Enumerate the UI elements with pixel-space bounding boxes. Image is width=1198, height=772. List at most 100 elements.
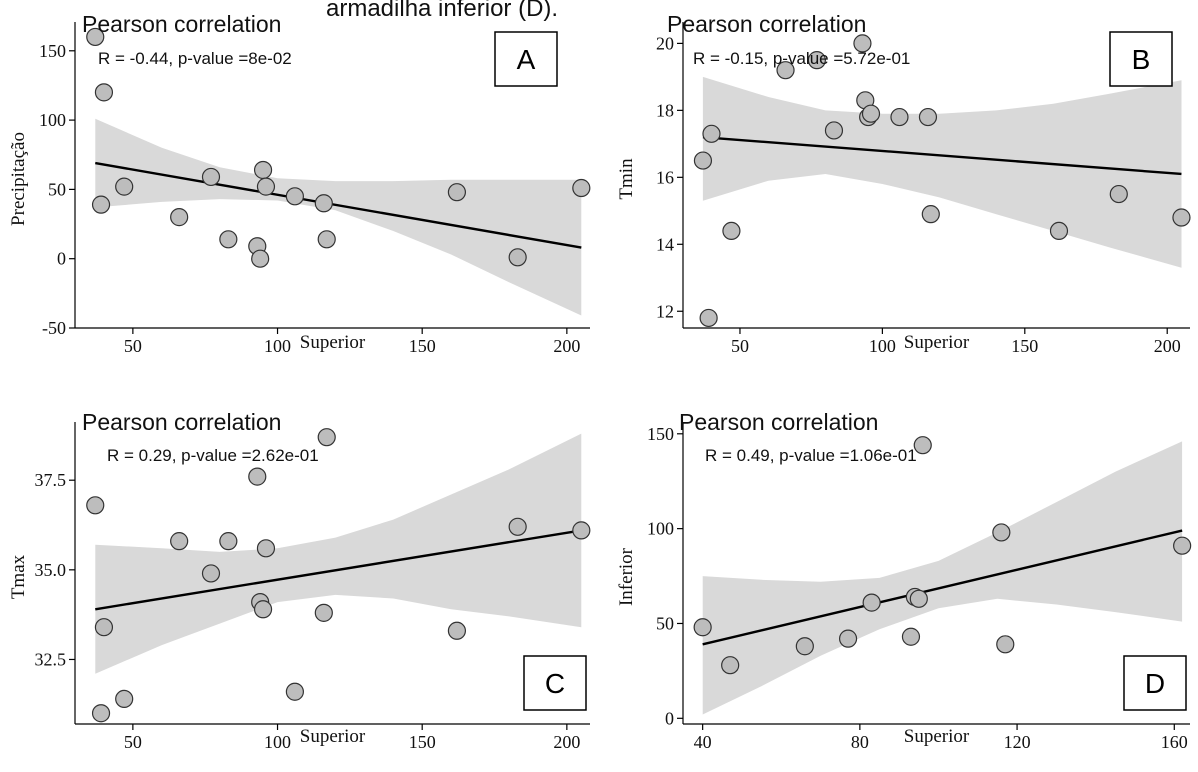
- x-axis-label: Superior: [300, 332, 366, 353]
- data-point: [913, 436, 932, 455]
- data-point: [693, 151, 713, 170]
- data-point: [86, 496, 105, 515]
- x-tick-label: 200: [553, 732, 580, 752]
- data-point: [508, 248, 527, 267]
- confidence-band: [95, 433, 582, 674]
- data-point: [909, 589, 928, 608]
- data-point: [1173, 536, 1192, 555]
- panels-group: 50 100 150 200 -50 0 50 100 150 Superior Precipita…: [8, 11, 1192, 752]
- x-tick-label: 50: [731, 336, 749, 356]
- y-tick-label: 37.5: [35, 470, 67, 490]
- y-tick-label: 50: [656, 613, 674, 633]
- x-tick-label: 100: [869, 336, 896, 356]
- x-tick-label: 100: [264, 732, 291, 752]
- data-point: [693, 618, 712, 637]
- data-point: [776, 61, 795, 80]
- confidence-band: [95, 118, 582, 316]
- data-point: [918, 107, 938, 127]
- y-tick-label: 150: [647, 424, 674, 444]
- data-point: [314, 194, 333, 213]
- x-tick-label: 40: [694, 732, 712, 752]
- data-point: [824, 121, 844, 140]
- data-point: [94, 83, 114, 102]
- data-point: [572, 521, 591, 540]
- y-axis-label: Precipitação: [8, 132, 29, 226]
- data-point: [170, 208, 189, 227]
- x-tick-label: 50: [124, 732, 142, 752]
- data-point: [921, 205, 940, 224]
- x-tick-label: 50: [124, 336, 142, 356]
- panel-d: 40 80 120 160 0 50 100 150 Superior Inferior Pears…: [616, 409, 1192, 752]
- data-point: [285, 682, 304, 701]
- data-point: [901, 627, 921, 646]
- data-point: [256, 177, 276, 196]
- y-tick-label: 100: [647, 519, 674, 539]
- x-tick-label: 160: [1161, 732, 1188, 752]
- y-tick-label: 35.0: [35, 560, 67, 580]
- panel-b: 50 100 150 200 12 14 16 18 20 Superior Tmin Pearson…: [616, 11, 1191, 356]
- regression-line: [95, 529, 582, 611]
- panel-letter-box: [1109, 31, 1173, 87]
- data-point: [890, 107, 909, 127]
- panel-title: Pearson correlation: [667, 11, 866, 37]
- data-point: [115, 689, 134, 709]
- data-point: [253, 160, 273, 180]
- data-point: [317, 428, 336, 447]
- data-point: [219, 230, 238, 249]
- y-tick-label: 0: [665, 708, 674, 728]
- regression-line: [95, 161, 582, 249]
- panel-title: Pearson correlation: [82, 409, 281, 435]
- x-axis-label: Superior: [904, 726, 970, 747]
- data-point: [572, 178, 591, 198]
- regression-line: [702, 135, 1182, 176]
- data-point: [115, 177, 134, 196]
- y-tick-label: -50: [42, 318, 66, 338]
- data-point: [201, 167, 221, 187]
- y-axis-label: Tmin: [616, 158, 637, 200]
- y-tick-label: 150: [39, 41, 66, 61]
- data-point: [702, 124, 721, 143]
- data-point: [251, 249, 270, 268]
- data-point: [996, 635, 1015, 654]
- x-tick-label: 100: [264, 336, 291, 356]
- x-tick-label: 150: [409, 336, 436, 356]
- data-point: [94, 618, 114, 637]
- panel-title: Pearson correlation: [679, 409, 878, 435]
- x-tick-label: 80: [851, 732, 869, 752]
- data-point: [91, 195, 111, 214]
- y-tick-label: 12: [656, 301, 674, 321]
- data-point: [1109, 184, 1128, 204]
- confidence-band: [702, 441, 1183, 715]
- correlation-stat: R = -0.15, p-value =5.72e-01: [693, 49, 910, 68]
- y-axis-label: Tmax: [8, 554, 29, 599]
- x-tick-label: 120: [1004, 732, 1031, 752]
- y-tick-label: 20: [656, 33, 674, 53]
- data-point: [447, 183, 467, 202]
- x-axis-label: Superior: [300, 726, 366, 747]
- panel-letter-box: [523, 655, 587, 711]
- regression-line: [702, 529, 1183, 646]
- data-point: [248, 467, 267, 486]
- y-tick-label: 14: [656, 234, 674, 254]
- data-point: [699, 308, 718, 328]
- y-tick-label: 100: [39, 110, 66, 130]
- data-point: [721, 656, 740, 675]
- x-tick-label: 200: [1154, 336, 1181, 356]
- data-point: [992, 523, 1011, 542]
- data-point: [201, 564, 221, 583]
- x-axis-label: Superior: [904, 332, 970, 353]
- data-point: [862, 593, 881, 612]
- data-point: [314, 603, 333, 622]
- data-point: [795, 637, 814, 656]
- data-point: [219, 532, 238, 551]
- panel-a: 50 100 150 200 -50 0 50 100 150 Superior Precipita…: [8, 11, 591, 356]
- data-point: [447, 621, 467, 640]
- data-point: [722, 221, 741, 240]
- data-point: [170, 532, 189, 551]
- data-point: [256, 539, 276, 558]
- panel-letter: A: [517, 44, 536, 75]
- panel-title: Pearson correlation: [82, 11, 281, 37]
- x-tick-label: 150: [409, 732, 436, 752]
- y-tick-label: 16: [656, 167, 674, 187]
